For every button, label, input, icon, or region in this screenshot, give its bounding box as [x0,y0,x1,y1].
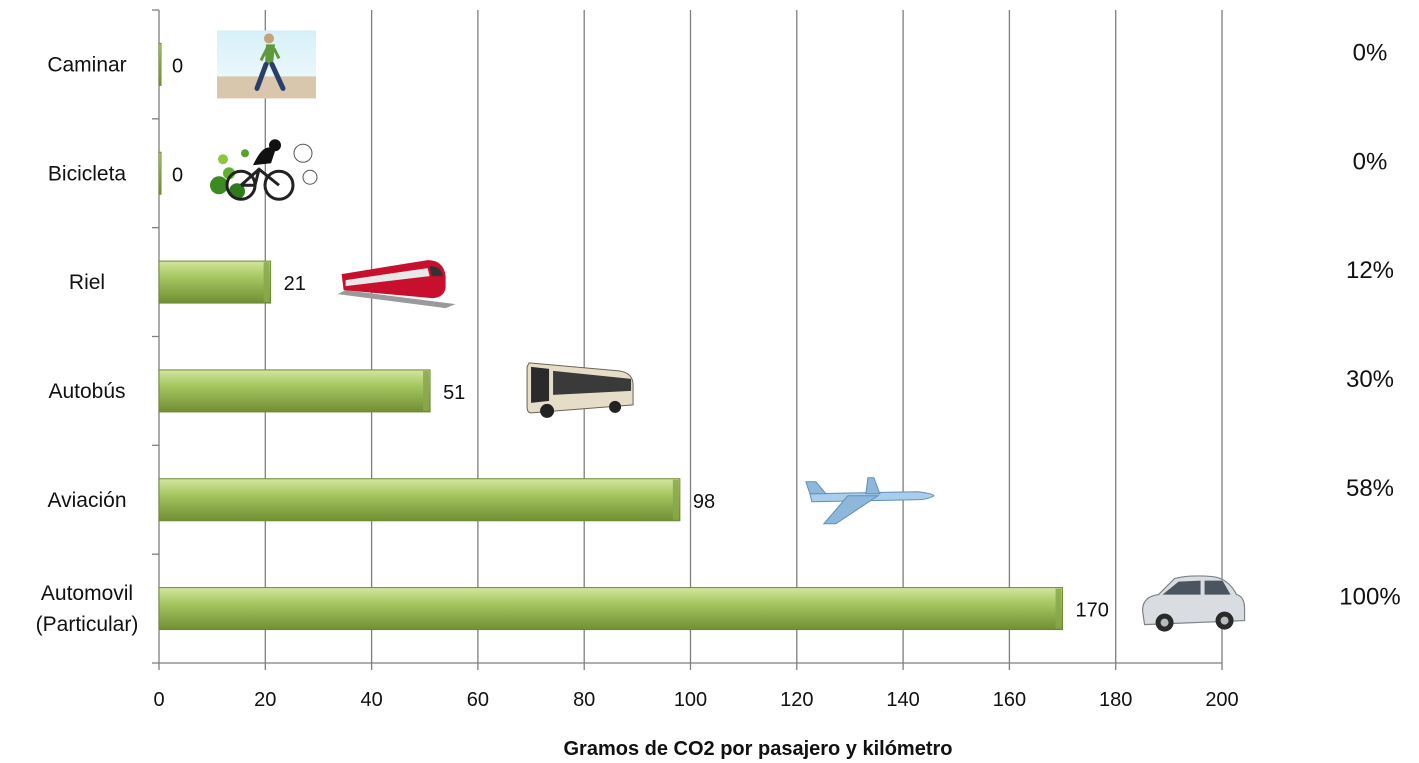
car-hub-rear [1220,616,1229,625]
bar-end-cap [1055,588,1062,629]
percentage-label: 58% [1346,475,1394,502]
car-window-front [1162,580,1201,595]
x-tick-label: 60 [467,689,489,711]
bus-wheel-front [540,403,555,418]
bicycle-icon [210,139,318,201]
rider-head [269,139,281,152]
x-axis-title: Gramos de CO2 por pasajero y kilómetro [563,738,952,760]
bar-1 [158,151,162,195]
airplane-icon [805,477,935,525]
train-icon [337,260,456,309]
labels: Caminar 0 0% Bicicleta 0 0% Riel 21 12% Autobús 51… [36,39,1401,636]
percentage-label: 12% [1346,257,1394,284]
category-label: Caminar [47,53,126,76]
x-tick-label: 100 [674,689,707,711]
wheel-front [263,169,295,201]
train-windows [345,268,430,287]
bus-icon [526,362,634,418]
bar-2 [158,260,272,304]
x-tick-label: 160 [993,689,1026,711]
percentage-label: 0% [1353,39,1388,66]
arms [259,47,281,62]
car-hub-front [1160,618,1169,627]
data-label: 0 [172,55,183,77]
data-label: 21 [284,273,306,295]
data-label: 98 [693,491,715,513]
icons [210,30,1246,632]
car-icon [1141,575,1246,632]
legs [254,61,286,91]
gridlines [264,10,1223,663]
bar-end-cap [263,262,270,303]
bus-wheel-back [609,400,622,413]
x-tick-label: 80 [573,689,595,711]
axes: 0 20 40 60 80 100 120 140 160 180 200 [152,9,1239,711]
category-label: Automovil [41,582,133,605]
bar-5 [158,587,1064,631]
rails [337,290,456,309]
bar-end-cap [423,370,430,411]
decor-dot [293,143,313,163]
bar-4 [158,478,681,522]
x-tick-label: 180 [1099,689,1132,711]
x-tick-label: 0 [153,689,164,711]
car-window-rear [1204,580,1231,595]
percentage-label: 0% [1353,148,1388,175]
category-label: Riel [69,271,105,294]
walking-person-icon [217,30,316,99]
wing-lower [822,495,880,525]
x-tick-label: 200 [1205,689,1238,711]
bars [158,42,1064,631]
frame [240,167,280,187]
category-label: Autobús [48,380,125,403]
bar-end-cap [672,479,679,520]
x-tick-label: 20 [254,689,276,711]
tail-fin [805,481,827,495]
data-label: 0 [172,164,183,186]
wing-upper [865,477,881,495]
category-label: Aviación [48,489,127,512]
percentage-label: 100% [1339,584,1400,611]
data-label: 170 [1076,600,1109,622]
decor-dot [210,176,228,195]
bar-3 [158,369,431,413]
decor-dot [241,149,249,158]
data-label: 51 [443,382,465,404]
bus-side-windows [553,370,632,395]
decor-dot [302,169,318,185]
x-tick-label: 120 [780,689,813,711]
x-tick-label: 40 [360,689,382,711]
rider [253,147,275,166]
bar-0 [158,42,162,86]
x-tick-label: 140 [886,689,919,711]
ground [217,76,316,99]
decor-dot [218,154,228,165]
train-front-window [429,266,443,277]
category-label: Bicicleta [48,162,127,185]
category-label: (Particular) [36,613,139,636]
bus-windshield [531,366,550,403]
percentage-label: 30% [1346,366,1394,393]
head [264,33,274,44]
